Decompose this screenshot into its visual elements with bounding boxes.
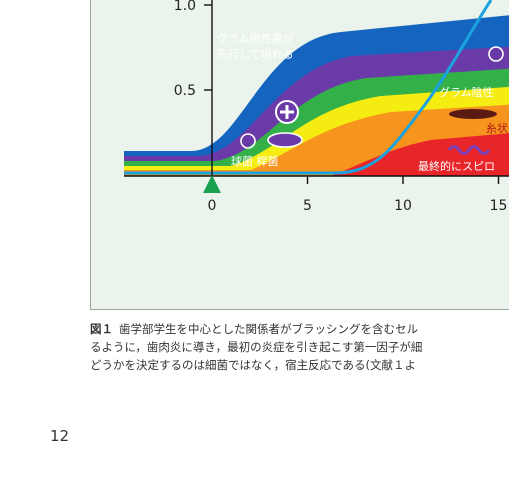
coccus-icon [240, 133, 256, 149]
label-gram-positive: グラム陽性菌が [217, 31, 294, 45]
x-tick-label: 10 [394, 198, 412, 214]
coccus-icon [488, 46, 504, 62]
y-tick-label: 1.0 [174, 0, 196, 14]
label-gram-negative: グラム陰性 [439, 85, 494, 99]
label-filamentous: 糸状 [486, 121, 508, 135]
band-red [331, 133, 509, 176]
x-tick-label: 15 [490, 198, 508, 214]
x-tick-label: 5 [303, 198, 312, 214]
y-tick-label: 0.5 [174, 83, 196, 99]
filament-icon [449, 109, 497, 119]
page-number: 12 [50, 427, 70, 445]
label-cocci-rods: 球菌 桿菌 [231, 154, 279, 168]
caption-line-3: どうかを決定するのは細菌ではなく，宿主反応である(文献１よ [90, 358, 417, 372]
caption-line-1: 歯学部学生を中心とした関係者がブラッシングを含むセル [119, 322, 418, 336]
figure-caption: 図１ 歯学部学生を中心とした関係者がブラッシングを含むセル るように，歯肉炎に導き… [90, 320, 509, 374]
spirochete-icon [447, 145, 491, 155]
label-spirochete: 最終的にスピロ [418, 159, 495, 173]
rod-icon [267, 132, 303, 148]
figure-label: 図１ [90, 322, 113, 336]
caption-line-2: るように，歯肉炎に導き，最初の炎症を引き起こす第一因子が細 [90, 340, 423, 354]
figure-panel: 1.0 0.5 0 5 10 15 グラム陽性菌が 先行して現れるグラム陰性糸状球菌 桿菌 最終… [90, 0, 509, 310]
onset-marker-triangle [203, 175, 221, 193]
x-tick-label: 0 [208, 198, 217, 214]
label-gram-positive: 先行して現れる [217, 48, 294, 61]
curve-line [124, 0, 493, 175]
